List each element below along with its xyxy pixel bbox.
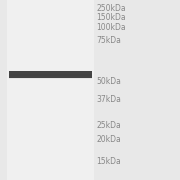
Text: 50kDa: 50kDa (96, 77, 121, 86)
Bar (9, 71, 92, 72)
Bar (9, 76, 92, 77)
Bar (9, 71, 92, 78)
Bar (9, 72, 92, 74)
Text: 25kDa: 25kDa (96, 121, 121, 130)
Bar (9, 77, 92, 79)
Text: 75kDa: 75kDa (96, 36, 121, 45)
Text: 15kDa: 15kDa (96, 157, 121, 166)
Bar (7, 0, 94, 180)
Text: 20kDa: 20kDa (96, 135, 121, 144)
Text: 150kDa: 150kDa (96, 13, 126, 22)
Text: 250kDa: 250kDa (96, 4, 126, 13)
Text: 100kDa: 100kDa (96, 23, 126, 32)
Text: 37kDa: 37kDa (96, 95, 121, 104)
